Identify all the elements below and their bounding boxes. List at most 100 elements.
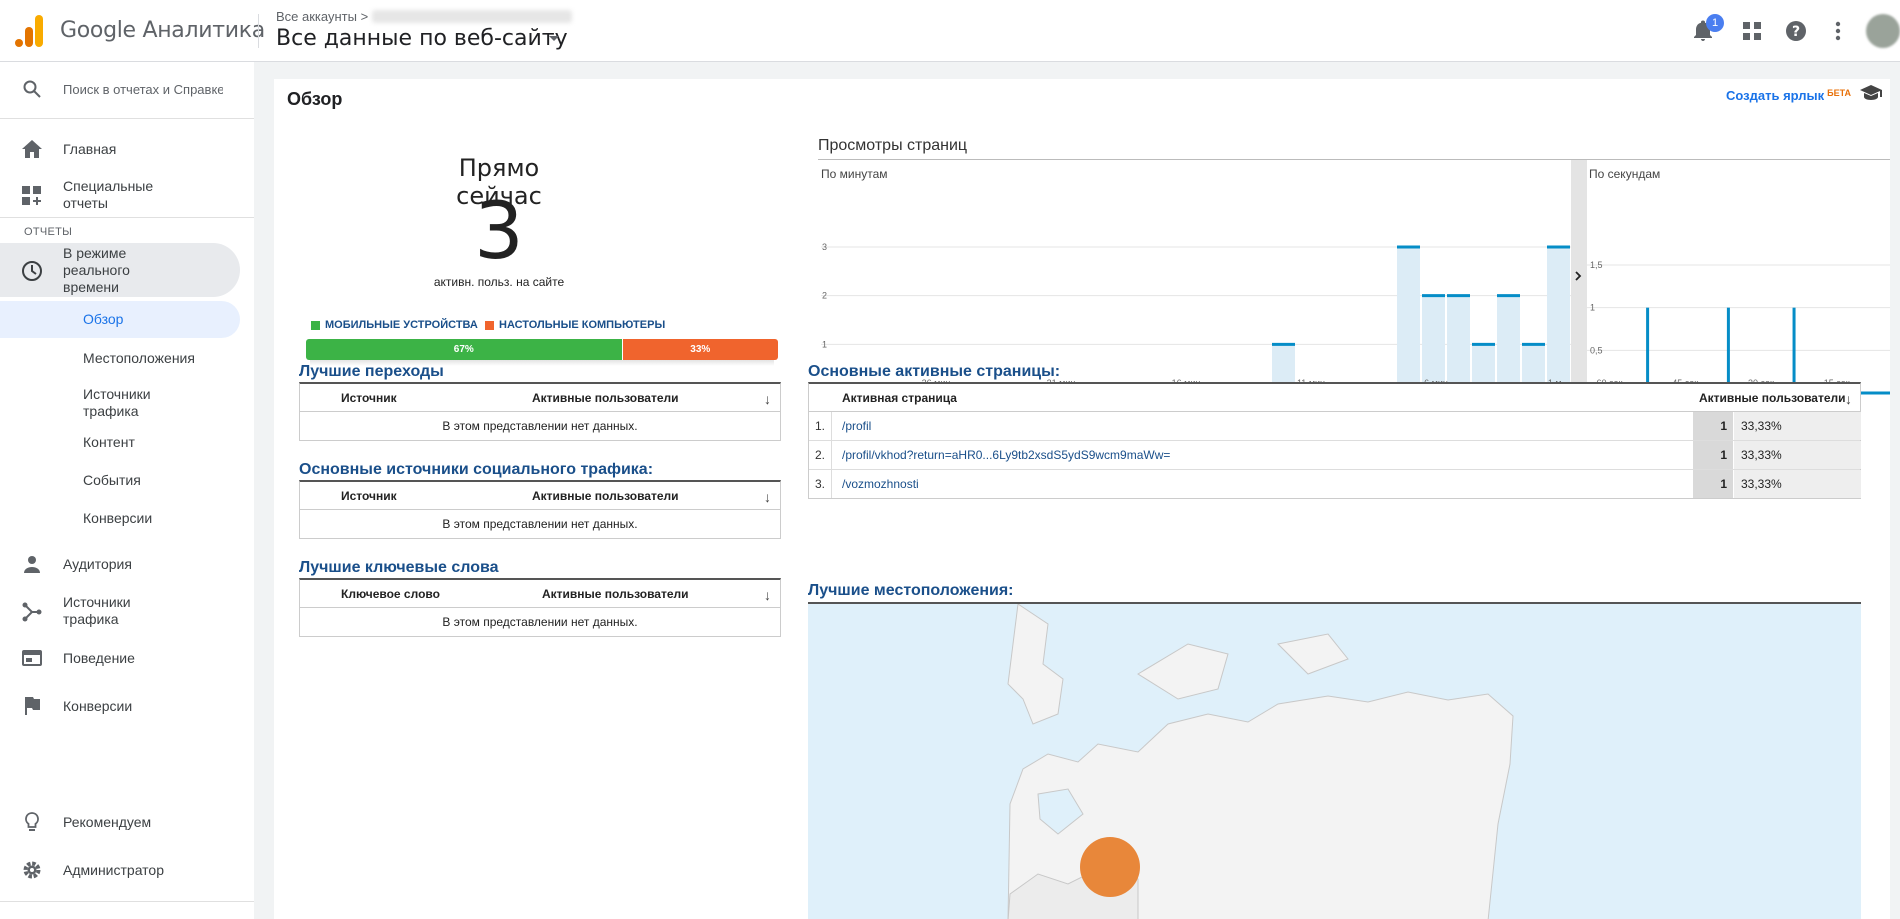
sort-arrow-down-icon[interactable]: ↓	[764, 587, 771, 603]
legend-desktop: НАСТОЛЬНЫЕ КОМПЬЮТЕРЫ	[485, 319, 665, 331]
second-bar[interactable]	[1646, 307, 1650, 393]
minute-bar-area[interactable]	[1522, 344, 1545, 393]
blurred-account-name[interactable]	[372, 10, 572, 23]
sidebar-item-behavior[interactable]: Поведение	[0, 643, 254, 673]
legend-swatch-mobile	[311, 320, 320, 330]
location-bubble[interactable]	[1080, 837, 1140, 897]
google-analytics-logo-icon[interactable]	[14, 15, 44, 47]
sidebar-item-realtime-events[interactable]: События	[0, 464, 254, 498]
more-vert-icon[interactable]	[1823, 16, 1853, 46]
notification-badge[interactable]: 1	[1706, 14, 1724, 32]
sidebar-item-label: Источники	[83, 386, 151, 402]
sidebar-item-label: Специальные	[63, 178, 154, 194]
empty-message: В этом представлении нет данных.	[442, 615, 638, 629]
col-source[interactable]: Источник	[341, 391, 397, 405]
sidebar-item-realtime-locations[interactable]: Местоположения	[0, 340, 254, 376]
row-percent: 33,33%	[1734, 441, 1861, 469]
sidebar-item-custom-reports[interactable]: Специальные отчеты	[0, 176, 254, 216]
sidebar-section-reports: ОТЧЕТЫ	[24, 226, 73, 238]
help-icon[interactable]: ?	[1781, 16, 1811, 46]
sidebar-item-conversions[interactable]: Конверсии	[0, 691, 254, 721]
row-number: 3.	[809, 470, 832, 498]
per-minute-label: По минутам	[821, 167, 888, 181]
sort-arrow-down-icon[interactable]: ↓	[764, 489, 771, 505]
header-divider	[258, 14, 259, 48]
sidebar-item-realtime[interactable]: В режиме реального времени	[0, 245, 254, 297]
create-shortcut-link[interactable]: Создать ярлык БЕТА	[1726, 88, 1851, 103]
brand-name[interactable]: Google Аналитика	[60, 18, 265, 43]
sidebar-item-realtime-conversions[interactable]: Конверсии	[0, 502, 254, 536]
sidebar-item-realtime-traffic-sources[interactable]: Источники трафика	[0, 380, 254, 422]
device-share-mobile[interactable]: 67%	[306, 339, 622, 360]
sidebar-item-label: трафика	[63, 611, 119, 627]
sidebar-item-discover[interactable]: Рекомендуем	[0, 807, 254, 837]
device-share-desktop[interactable]: 33%	[621, 339, 778, 360]
landmass-shape	[1007, 604, 1064, 725]
dashboard-add-icon	[20, 184, 44, 208]
col-active-page[interactable]: Активная страница	[842, 391, 957, 405]
sidebar-item-label: События	[83, 472, 141, 488]
view-selector[interactable]: Все данные по веб-сайту	[276, 26, 568, 51]
sidebar: Поиск в отчетах и Справке Главная Специа…	[0, 62, 254, 919]
sidebar-item-acquisition[interactable]: Источники трафика	[0, 592, 254, 632]
col-active-users[interactable]: Активные пользователи	[1699, 391, 1846, 405]
page-link[interactable]: /profil	[842, 419, 872, 433]
col-active-users[interactable]: Активные пользователи	[532, 391, 679, 405]
split-bar-shadow	[310, 360, 774, 366]
sidebar-item-realtime-overview[interactable]: Обзор	[0, 301, 254, 338]
sidebar-item-admin[interactable]: Администратор	[0, 855, 254, 885]
col-active-users[interactable]: Активные пользователи	[542, 587, 689, 601]
sidebar-item-label: Главная	[63, 141, 117, 157]
sidebar-item-audience[interactable]: Аудитория	[0, 549, 254, 579]
per-second-label: По секундам	[1589, 167, 1660, 181]
overview-highlight	[0, 301, 240, 338]
table-header: Источник Активные пользователи ↓	[300, 482, 780, 510]
user-avatar[interactable]	[1866, 14, 1900, 48]
right-now-title: Прямо сейчас	[456, 154, 542, 210]
top-active-pages-title: Основные активные страницы:	[808, 363, 1061, 380]
search-input[interactable]: Поиск в отчетах и Справке	[63, 82, 223, 97]
row-count: 1	[1693, 470, 1733, 498]
col-active-users[interactable]: Активные пользователи	[532, 489, 679, 503]
active-users-caption: активн. польз. на сайте	[433, 275, 565, 289]
apps-grid-icon[interactable]	[1737, 16, 1767, 46]
minute-bar-area[interactable]	[1397, 247, 1420, 393]
sidebar-search[interactable]: Поиск в отчетах и Справке	[0, 74, 254, 104]
sort-arrow-down-icon[interactable]: ↓	[1845, 391, 1852, 407]
breadcrumb[interactable]: Все аккаунты >	[276, 9, 369, 24]
sidebar-item-label: Конверсии	[63, 698, 133, 714]
y-tick-label: 1	[822, 339, 827, 349]
row-number: 1.	[809, 412, 832, 440]
col-source[interactable]: Источник	[341, 489, 397, 503]
pageviews-title-rule	[818, 159, 1890, 160]
graduation-cap-icon[interactable]	[1860, 85, 1882, 101]
table-header: Активная страница Активные пользователи …	[809, 384, 1860, 412]
second-bar[interactable]	[1726, 307, 1730, 393]
page-link[interactable]: /vozmozhnosti	[842, 477, 919, 491]
pageviews-title: Просмотры страниц	[818, 137, 968, 154]
sidebar-item-home[interactable]: Главная	[0, 134, 254, 164]
row-percent: 33,33%	[1734, 412, 1861, 440]
report-panel: Обзор Создать ярлык БЕТА Прямо сейчас 3 а…	[274, 79, 1890, 919]
device-split-bar: 67% 33%	[306, 339, 778, 360]
sidebar-item-realtime-content[interactable]: Контент	[0, 426, 254, 460]
minute-bar-area[interactable]	[1497, 295, 1520, 393]
col-keyword[interactable]: Ключевое слово	[341, 587, 440, 601]
second-bar[interactable]	[1792, 307, 1796, 393]
page-link[interactable]: /profil/vkhod?return=aHR0...6Ly9tb2xsdS5…	[842, 448, 1171, 462]
minute-bar-area[interactable]	[1472, 344, 1495, 393]
minute-bar-area[interactable]	[1272, 344, 1295, 393]
sidebar-item-label: Аудитория	[63, 556, 132, 572]
chevron-right-icon[interactable]	[1575, 271, 1582, 281]
locations-map[interactable]	[808, 602, 1861, 919]
active-users-count: 3	[474, 187, 524, 277]
row-percent: 33,33%	[1734, 470, 1861, 498]
legend-desktop-label: НАСТОЛЬНЫЕ КОМПЬЮТЕРЫ	[499, 319, 666, 331]
sidebar-item-label: Источники	[63, 594, 131, 610]
sort-arrow-down-icon[interactable]: ↓	[764, 391, 771, 407]
minute-bar-area[interactable]	[1422, 295, 1445, 393]
caret-down-icon[interactable]	[549, 36, 559, 41]
minute-bar-area[interactable]	[1547, 247, 1570, 393]
empty-message: В этом представлении нет данных.	[442, 517, 638, 531]
minute-bar-area[interactable]	[1447, 295, 1470, 393]
